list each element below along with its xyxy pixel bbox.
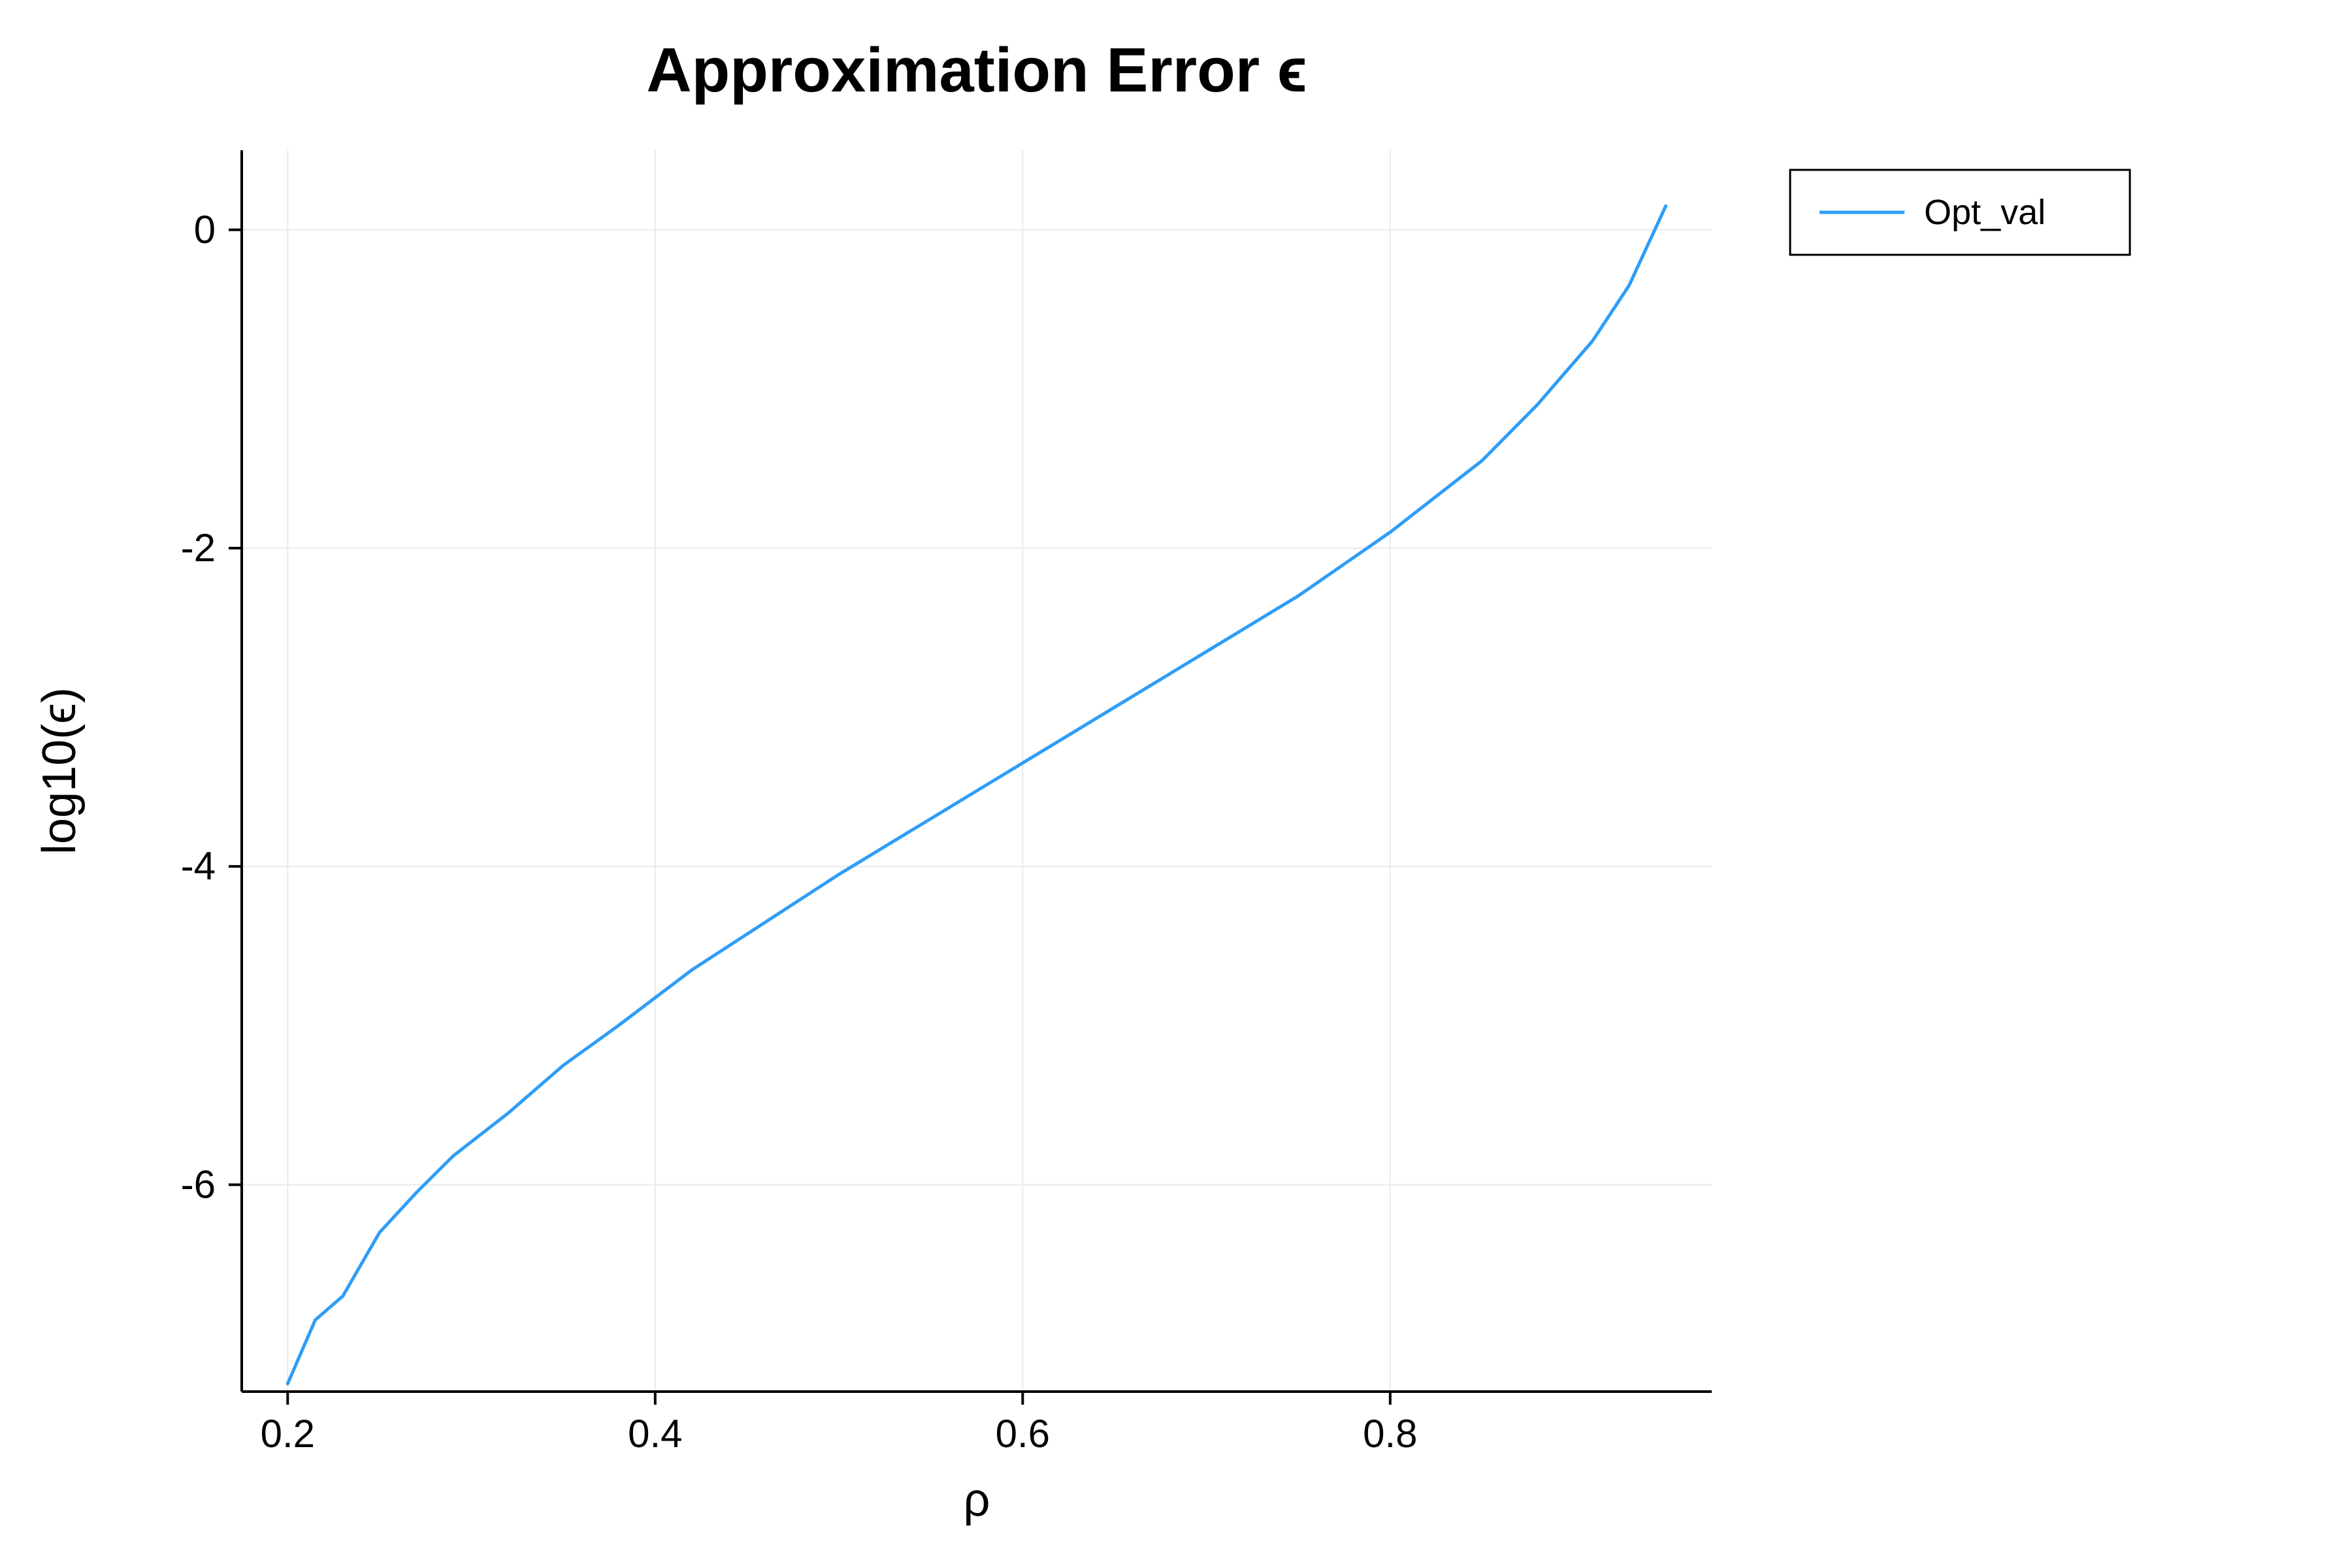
y-axis-label: log10(ϵ) <box>33 687 86 855</box>
x-axis-label: ρ <box>964 1474 990 1526</box>
x-tick-label: 0.2 <box>261 1412 315 1456</box>
chart-background <box>0 0 2352 1568</box>
x-tick-label: 0.8 <box>1363 1412 1417 1456</box>
chart-container: 0.2 0.4 0.6 0.8 -6 -4 -2 0 Approximation Error ϵ… <box>0 0 2352 1568</box>
chart-title: Approximation Error ϵ <box>646 35 1307 105</box>
legend-label: Opt_val <box>1924 193 2046 232</box>
y-tick-label: -6 <box>181 1162 216 1206</box>
line-chart: 0.2 0.4 0.6 0.8 -6 -4 -2 0 Approximation Error ϵ… <box>0 0 2352 1568</box>
x-tick-label: 0.6 <box>996 1412 1050 1456</box>
x-tick-label: 0.4 <box>628 1412 682 1456</box>
y-tick-label: 0 <box>194 208 216 252</box>
y-tick-label: -2 <box>181 526 216 570</box>
y-tick-label: -4 <box>181 844 216 888</box>
